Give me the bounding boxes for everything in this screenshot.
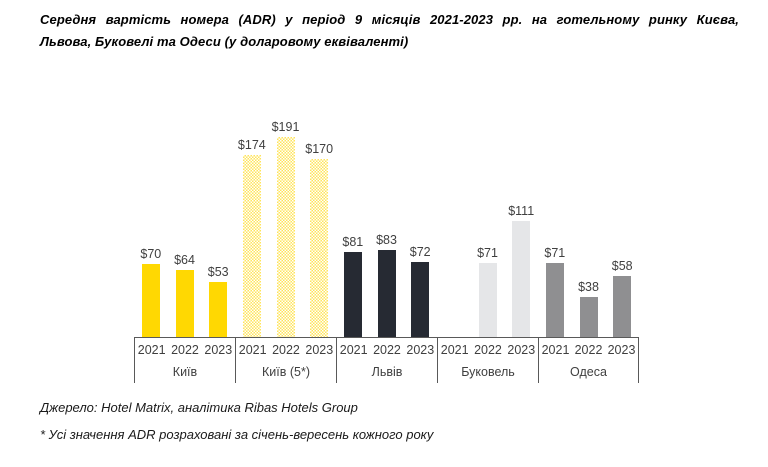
axis-year-label: 2023 — [607, 342, 636, 357]
bar-value-label: $71 — [544, 246, 566, 260]
plot-group-4: $71 $111 — [437, 114, 538, 337]
bar-value-label: $83 — [376, 233, 397, 247]
bar-Львів-2022 — [377, 250, 396, 337]
axis-year-label: 2021 — [440, 342, 469, 357]
bar-slot: $71 — [538, 114, 572, 337]
chart-title: Середня вартість номера (ADR) у період 9… — [40, 9, 739, 53]
bar-slot: $81 — [336, 114, 370, 337]
axis-year-label: 2022 — [474, 342, 502, 357]
axis-years-row: 2021 2022 2023 — [337, 338, 437, 361]
axis-year-label: 2022 — [171, 342, 199, 357]
axis-group-label: Львів — [371, 365, 403, 379]
axis-group-label: Київ — [172, 365, 198, 379]
bar-value-label: $81 — [342, 235, 364, 249]
axis-group-label: Одеса — [570, 365, 607, 379]
bar-Львів-2021 — [343, 252, 362, 337]
bar-slot: $111 — [504, 114, 538, 337]
axis-years-row: 2021 2022 2023 — [438, 338, 538, 361]
bar-slot: $70 — [134, 114, 168, 337]
axis-year-label: 2023 — [204, 342, 233, 357]
plot-group-5: $71 $38 $58 — [538, 114, 639, 337]
bar-value-label: $70 — [140, 247, 162, 261]
footnote: * Усі значення ADR розраховані за січень… — [40, 427, 434, 442]
bar-Буковель-2022 — [478, 263, 497, 337]
bar-value-label: $174 — [237, 138, 266, 152]
axis-year-label: 2021 — [339, 342, 368, 357]
axis-years-row: 2021 2022 2023 — [236, 338, 336, 361]
bar-slot: $170 — [302, 114, 336, 337]
axis-year-label: 2022 — [272, 342, 300, 357]
bar-value-label: $111 — [508, 204, 535, 218]
bar-Київ-2021 — [141, 264, 160, 337]
bar-Київ (5*)-2021 — [242, 155, 261, 337]
bar-value-label: $72 — [409, 245, 431, 259]
chart-title-line2: Львова, Буковелі та Одеси (у доларовому … — [40, 34, 409, 49]
axis-year-label: 2023 — [507, 342, 536, 357]
bar-value-label: $53 — [207, 265, 229, 279]
bar-slot: $58 — [605, 114, 639, 337]
bar-slot: $53 — [201, 114, 235, 337]
axis-year-label: 2021 — [541, 342, 570, 357]
axis-group-label: Київ (5*) — [262, 365, 310, 379]
plot-group-3: $81 $83 $72 — [336, 114, 437, 337]
bar-Одеса-2023 — [613, 276, 632, 337]
bar-value-label: $170 — [305, 142, 334, 156]
bar-slot: $71 — [471, 114, 505, 337]
bar-slot: $72 — [403, 114, 437, 337]
axis-year-label: 2022 — [574, 342, 603, 357]
axis-year-label: 2022 — [373, 342, 401, 357]
axis-group-5: 2021 2022 2023 Одеса — [538, 338, 639, 383]
plot-group-1: $70 $64 $53 — [134, 114, 235, 337]
axis-year-label: 2023 — [406, 342, 435, 357]
source-note: Джерело: Hotel Matrix, аналітика Ribas H… — [40, 400, 358, 415]
axis-group-label: Буковель — [461, 365, 515, 379]
axis-year-label: 2021 — [238, 342, 267, 357]
plot-group-2: $174 $191 $170 — [235, 114, 336, 337]
axis-year-label: 2023 — [305, 342, 334, 357]
bar-Одеса-2021 — [545, 263, 564, 337]
adr-bar-chart: $70 $64 $53 $174 $191 $170 $81 $83 $72 $71 $111 $71… — [134, 114, 639, 383]
bar-Київ-2022 — [175, 270, 194, 337]
axis-group-3: 2021 2022 2023 Львів — [336, 338, 437, 383]
bar-Львів-2023 — [411, 262, 430, 337]
axis-group-4: 2021 2022 2023 Буковель — [437, 338, 538, 383]
bar-value-label: $64 — [174, 253, 195, 267]
chart-title-line1: Середня вартість номера (ADR) у період 9… — [40, 12, 739, 27]
bar-value-label: $71 — [477, 246, 498, 260]
bar-Київ-2023 — [209, 282, 228, 337]
axis-group-1: 2021 2022 2023 Київ — [134, 338, 235, 383]
bar-slot: $174 — [235, 114, 269, 337]
bar-slot: $64 — [168, 114, 202, 337]
bar-slot: $83 — [370, 114, 404, 337]
axis-years-row: 2021 2022 2023 — [539, 338, 638, 361]
bar-value-label: $38 — [578, 280, 599, 294]
axis-table: 2021 2022 2023 Київ 2021 2022 2023 Київ (5*) 202… — [134, 337, 639, 383]
axis-group-2: 2021 2022 2023 Київ (5*) — [235, 338, 336, 383]
axis-year-label: 2021 — [137, 342, 166, 357]
bar-Київ (5*)-2023 — [310, 159, 329, 337]
plot-area: $70 $64 $53 $174 $191 $170 $81 $83 $72 $71 $111 $71… — [134, 114, 639, 337]
bar-Буковель-2023 — [512, 221, 531, 337]
bar-value-label: $58 — [611, 259, 633, 273]
bar-slot: $191 — [269, 114, 303, 337]
bar-Одеса-2022 — [579, 297, 598, 337]
bar-Київ (5*)-2022 — [276, 137, 295, 337]
bar-slot: $38 — [572, 114, 606, 337]
bar-slot — [437, 114, 471, 337]
axis-years-row: 2021 2022 2023 — [135, 338, 235, 361]
bar-value-label: $191 — [271, 120, 300, 134]
